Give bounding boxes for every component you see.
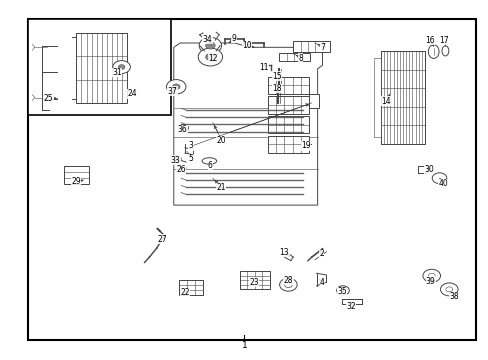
Text: 30: 30 <box>423 165 433 174</box>
Circle shape <box>166 80 185 94</box>
Text: 40: 40 <box>438 179 447 188</box>
Bar <box>179 280 202 295</box>
Text: 10: 10 <box>242 41 251 50</box>
Circle shape <box>178 125 188 132</box>
Text: 26: 26 <box>176 165 185 174</box>
Bar <box>380 51 424 144</box>
Circle shape <box>174 158 178 161</box>
Text: 7: 7 <box>320 43 325 52</box>
Polygon shape <box>173 43 322 205</box>
Text: 33: 33 <box>170 156 180 165</box>
Ellipse shape <box>427 45 438 58</box>
Circle shape <box>118 64 125 69</box>
Text: 28: 28 <box>283 276 292 285</box>
Bar <box>267 136 309 153</box>
Circle shape <box>427 273 434 278</box>
Text: 16: 16 <box>424 36 434 45</box>
Text: 29: 29 <box>71 177 81 186</box>
Bar <box>27 19 475 339</box>
Text: 11: 11 <box>259 63 268 72</box>
Bar <box>267 96 309 114</box>
Text: 1: 1 <box>241 341 247 350</box>
Bar <box>293 41 329 51</box>
Text: 34: 34 <box>202 35 212 44</box>
Text: 17: 17 <box>439 36 448 45</box>
Text: 2: 2 <box>319 249 323 258</box>
Text: 19: 19 <box>301 141 310 150</box>
Text: 20: 20 <box>216 136 225 145</box>
Text: 32: 32 <box>346 302 355 311</box>
Bar <box>373 58 380 137</box>
Text: 13: 13 <box>279 248 289 257</box>
Text: 4: 4 <box>320 278 325 287</box>
Bar <box>278 53 310 60</box>
Text: 6: 6 <box>207 161 212 170</box>
Text: 5: 5 <box>188 154 193 163</box>
Text: 12: 12 <box>207 54 217 63</box>
Circle shape <box>279 278 297 291</box>
Circle shape <box>440 283 457 296</box>
Circle shape <box>431 173 446 184</box>
Circle shape <box>171 156 181 163</box>
Ellipse shape <box>202 158 216 164</box>
Circle shape <box>113 60 130 73</box>
Text: 36: 36 <box>177 125 187 134</box>
Text: 22: 22 <box>180 288 189 297</box>
Text: 23: 23 <box>249 278 259 287</box>
Text: 15: 15 <box>272 72 282 81</box>
Text: 24: 24 <box>127 89 137 98</box>
Bar <box>308 94 318 108</box>
Text: 37: 37 <box>167 86 177 95</box>
Text: 39: 39 <box>425 276 435 285</box>
Text: 3: 3 <box>188 141 193 150</box>
Bar <box>267 77 309 94</box>
Text: 35: 35 <box>336 287 346 296</box>
Bar <box>76 33 127 103</box>
Text: 21: 21 <box>216 183 225 192</box>
Text: 27: 27 <box>158 235 167 244</box>
Text: 25: 25 <box>43 94 53 103</box>
Text: 9: 9 <box>231 34 236 43</box>
Circle shape <box>205 42 215 49</box>
Circle shape <box>198 48 222 66</box>
Circle shape <box>336 286 348 295</box>
Text: 38: 38 <box>448 292 458 301</box>
Circle shape <box>422 269 440 282</box>
Text: 18: 18 <box>272 84 282 93</box>
Text: 8: 8 <box>298 54 303 63</box>
Circle shape <box>199 37 221 54</box>
Bar <box>64 166 89 184</box>
Circle shape <box>284 282 292 288</box>
Circle shape <box>172 84 180 90</box>
Text: 14: 14 <box>380 96 390 105</box>
Circle shape <box>445 287 452 292</box>
Bar <box>27 19 171 116</box>
Circle shape <box>205 53 215 60</box>
Bar <box>239 271 269 289</box>
Text: 31: 31 <box>112 68 122 77</box>
Bar <box>267 116 309 134</box>
Ellipse shape <box>441 46 448 56</box>
